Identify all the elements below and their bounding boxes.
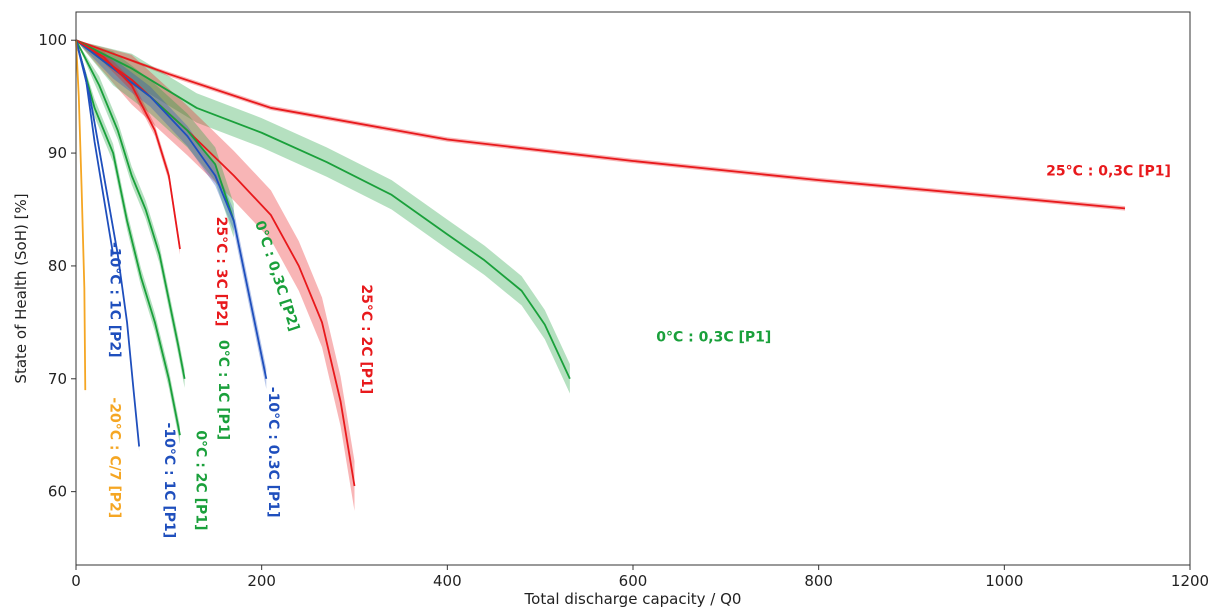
series-label: 25°C : 0,3C [P1] <box>1046 164 1171 180</box>
series-line <box>75 40 87 391</box>
series-label: 0°C : 0,3C [P1] <box>656 330 771 346</box>
series-labels: 25°C : 0,3C [P1] 0°C : 0,3C [P1] 25°C : 2C… <box>106 164 1171 539</box>
series-band <box>76 40 86 396</box>
series-label: 0°C : 2C [P1] <box>193 430 209 530</box>
series-band <box>76 40 180 255</box>
series-line <box>75 39 1126 210</box>
x-tick-label: 1200 <box>1171 572 1209 590</box>
series-label: -10°C : 1C [P1] <box>161 423 177 539</box>
series-line <box>75 39 571 380</box>
x-tick-label: 800 <box>804 572 833 590</box>
series-line <box>75 39 181 250</box>
x-axis-ticks: 0 200 400 600 800 1000 1200 <box>71 565 1209 590</box>
series-band <box>76 40 267 389</box>
x-axis-label: Total discharge capacity / Q0 <box>524 590 742 608</box>
y-axis-ticks: 60 70 80 90 100 <box>38 31 76 501</box>
series-label: -10°C : 0.3C [P1] <box>265 387 281 518</box>
y-tick-label: 80 <box>48 257 67 275</box>
series-label: 25°C : 2C [P1] <box>358 284 374 394</box>
x-tick-label: 600 <box>619 572 648 590</box>
y-axis-label: State of Health (SoH) [%] <box>12 193 30 383</box>
series-label: -20°C : C/7 [P2] <box>106 397 122 518</box>
y-tick-label: 60 <box>48 483 67 501</box>
series-label: -10°C : 1C [P2] <box>106 242 122 358</box>
series-label: 25°C : 3C [P2] <box>213 217 229 327</box>
y-tick-label: 90 <box>48 144 67 162</box>
series-line <box>75 39 141 447</box>
confidence-bands <box>76 40 1126 511</box>
y-tick-label: 100 <box>38 31 67 49</box>
series-line <box>75 39 186 379</box>
series-lines <box>75 39 1126 487</box>
plot-frame <box>75 11 1191 566</box>
x-tick-label: 0 <box>71 572 81 590</box>
series-line <box>75 39 181 436</box>
x-tick-label: 400 <box>433 572 462 590</box>
series-band <box>76 40 355 511</box>
x-tick-label: 1000 <box>985 572 1023 590</box>
series-label: 0°C : 1C [P1] <box>215 340 231 440</box>
y-tick-label: 70 <box>48 370 67 388</box>
series-band <box>76 40 234 238</box>
x-tick-label: 200 <box>247 572 276 590</box>
